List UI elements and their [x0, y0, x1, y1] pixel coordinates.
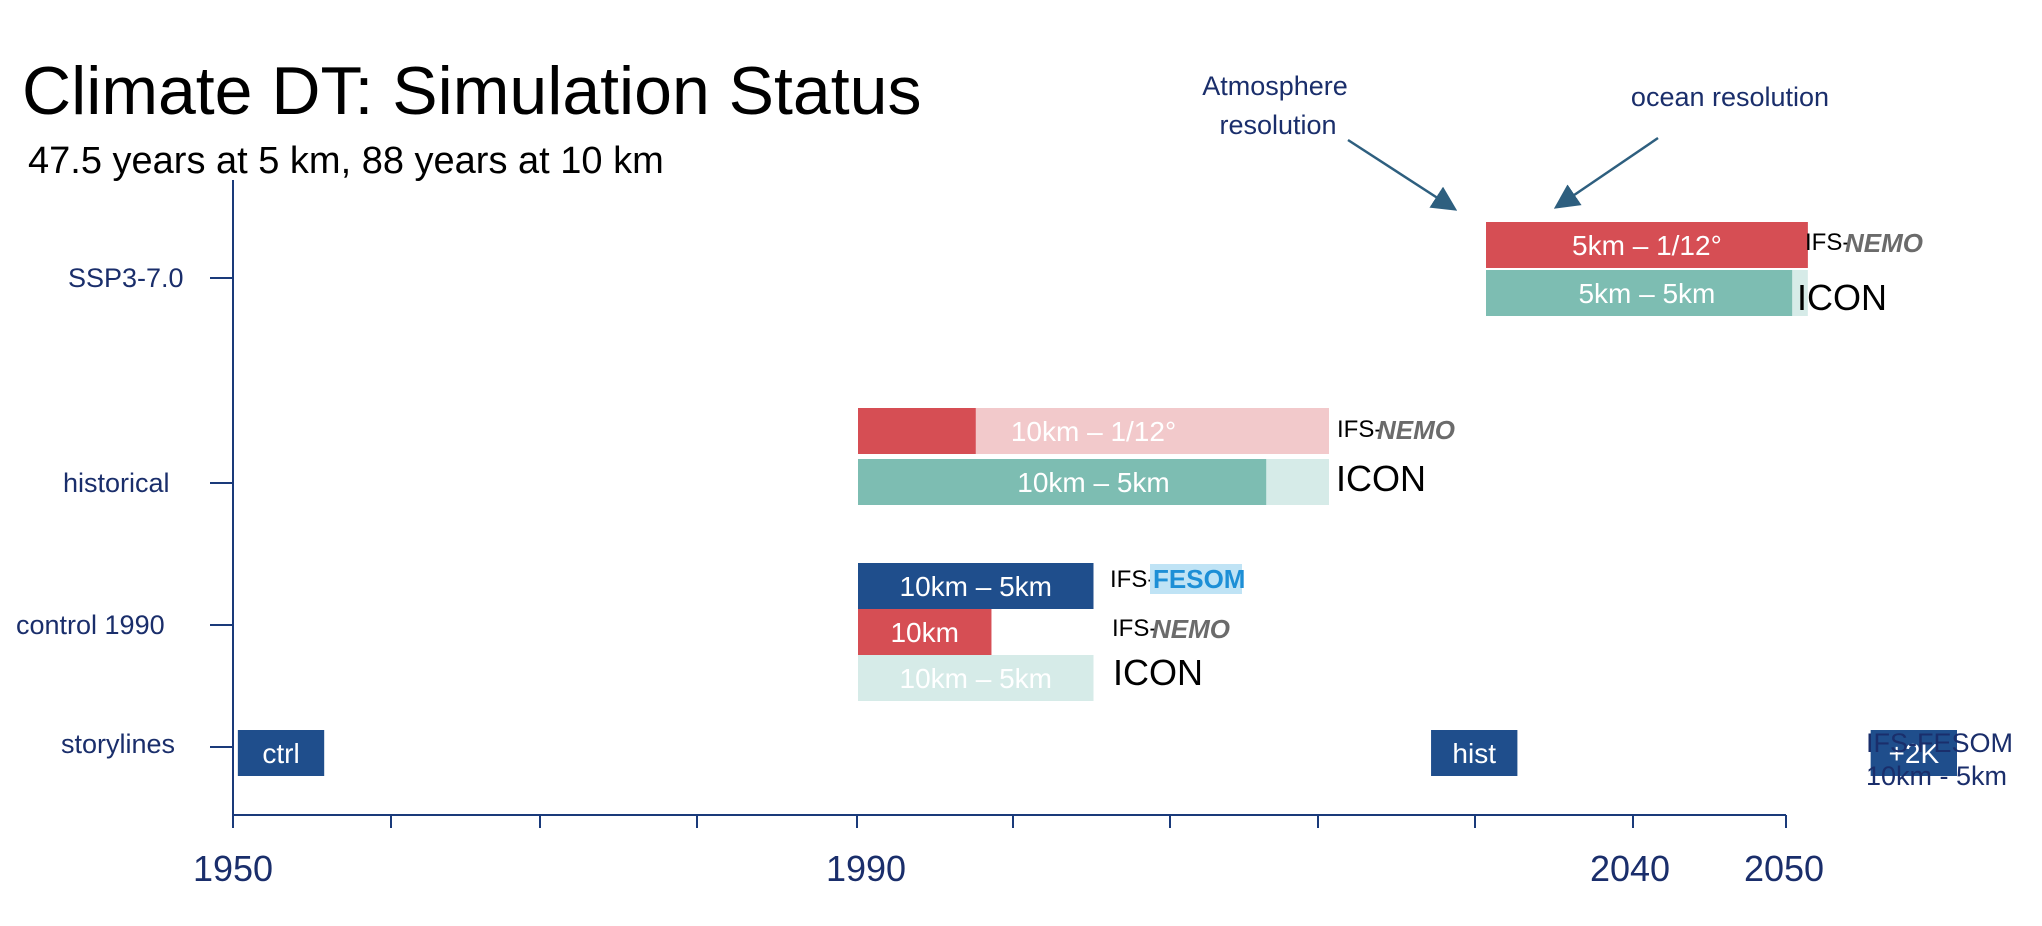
- model-ifs-nemo-historical: IFS- NEMO: [1337, 415, 1455, 445]
- ifs-prefix: IFS-: [1337, 416, 1382, 443]
- model-icon-historical: ICON: [1336, 458, 1426, 499]
- storyline-box-0: ctrl: [237, 730, 325, 776]
- bar-completed-segment: [858, 459, 1267, 505]
- ifs-prefix: IFS-: [1110, 566, 1155, 593]
- model-icon-ssp: ICON: [1797, 277, 1887, 318]
- storyline-box-2: +2K: [1870, 730, 1957, 776]
- storyline-box-rect: [237, 730, 325, 776]
- x-tick-label-2040: 2040: [1590, 848, 1670, 889]
- storyline-box-label: ctrl: [262, 738, 299, 769]
- bar-6: 10km – 5km: [858, 655, 1094, 701]
- bar-1: 5km – 5km: [1486, 270, 1808, 316]
- storyline-box-label: hist: [1452, 738, 1496, 769]
- row-label-storylines: storylines: [61, 729, 175, 759]
- model-ifs-nemo-control: IFS- NEMO: [1112, 614, 1230, 644]
- bar-label: 10km: [890, 617, 958, 648]
- model-ifs-fesom-control: IFS- FESOM: [1110, 564, 1245, 594]
- model-ifs-nemo-ssp: IFS- NEMO: [1805, 228, 1923, 258]
- bars-group: 5km – 1/12° 5km – 5km 10km – 1/12° 10km – 5…: [858, 222, 1808, 701]
- arrow-atmosphere: [1347, 138, 1458, 211]
- annotation-atmosphere-line1: Atmosphere: [1202, 71, 1348, 101]
- bar-completed-segment: [858, 408, 976, 454]
- y-ticks: [210, 277, 233, 748]
- bar-completed-segment: [1486, 270, 1793, 316]
- x-tick-label-1990: 1990: [826, 848, 906, 889]
- bar-label: 10km – 5km: [1017, 467, 1170, 498]
- x-tick-label-2050: 2050: [1744, 848, 1824, 889]
- nemo-logo: NEMO: [1377, 415, 1455, 445]
- page-title: Climate DT: Simulation Status: [22, 53, 922, 129]
- row-label-historical: historical: [63, 468, 170, 498]
- page-subtitle: 47.5 years at 5 km, 88 years at 10 km: [28, 140, 664, 182]
- model-icon-control: ICON: [1113, 652, 1203, 693]
- storyline-box-rect: [1870, 730, 1957, 776]
- bar-completed-segment: [1486, 222, 1808, 268]
- bar-0: 5km – 1/12°: [1486, 222, 1808, 268]
- bar-2: 10km – 1/12°: [858, 408, 1329, 454]
- bar-label: 10km – 5km: [900, 663, 1053, 694]
- row-label-control: control 1990: [16, 610, 165, 640]
- x-tick-label-1950: 1950: [193, 848, 273, 889]
- annotation-ocean: ocean resolution: [1631, 82, 1829, 112]
- bar-4: 10km – 5km: [858, 563, 1094, 609]
- bar-planned-segment: [858, 655, 1094, 701]
- fesom-logo: FESOM: [1153, 564, 1245, 594]
- row-label-ssp: SSP3-7.0: [68, 263, 184, 293]
- storyline-note-model: IFS-FESOM: [1866, 728, 2013, 758]
- fesom-logo-bg: [1150, 564, 1242, 594]
- ifs-prefix: IFS-: [1805, 229, 1850, 256]
- nemo-logo: NEMO: [1152, 614, 1230, 644]
- storyline-box-1: hist: [1431, 730, 1518, 776]
- bar-5: 10km: [858, 609, 992, 655]
- x-ticks: [232, 815, 1787, 828]
- bar-completed-segment: [858, 609, 992, 655]
- bar-label: 5km – 5km: [1578, 278, 1715, 309]
- bar-label: 10km – 5km: [900, 571, 1053, 602]
- bar-3: 10km – 5km: [858, 459, 1329, 505]
- storyline-group: ctrl hist +2K: [237, 730, 1957, 776]
- storyline-note-resolution: 10km - 5km: [1866, 761, 2007, 791]
- arrow-ocean: [1553, 136, 1659, 209]
- ifs-prefix: IFS-: [1112, 615, 1157, 642]
- nemo-logo: NEMO: [1845, 228, 1923, 258]
- bar-label: 5km – 1/12°: [1572, 230, 1722, 261]
- bar-label: 10km – 1/12°: [1011, 416, 1176, 447]
- bar-completed-segment: [858, 563, 1094, 609]
- storyline-box-rect: [1431, 730, 1518, 776]
- storyline-box-label: +2K: [1889, 738, 1940, 769]
- annotation-atmosphere-line2: resolution: [1219, 110, 1336, 140]
